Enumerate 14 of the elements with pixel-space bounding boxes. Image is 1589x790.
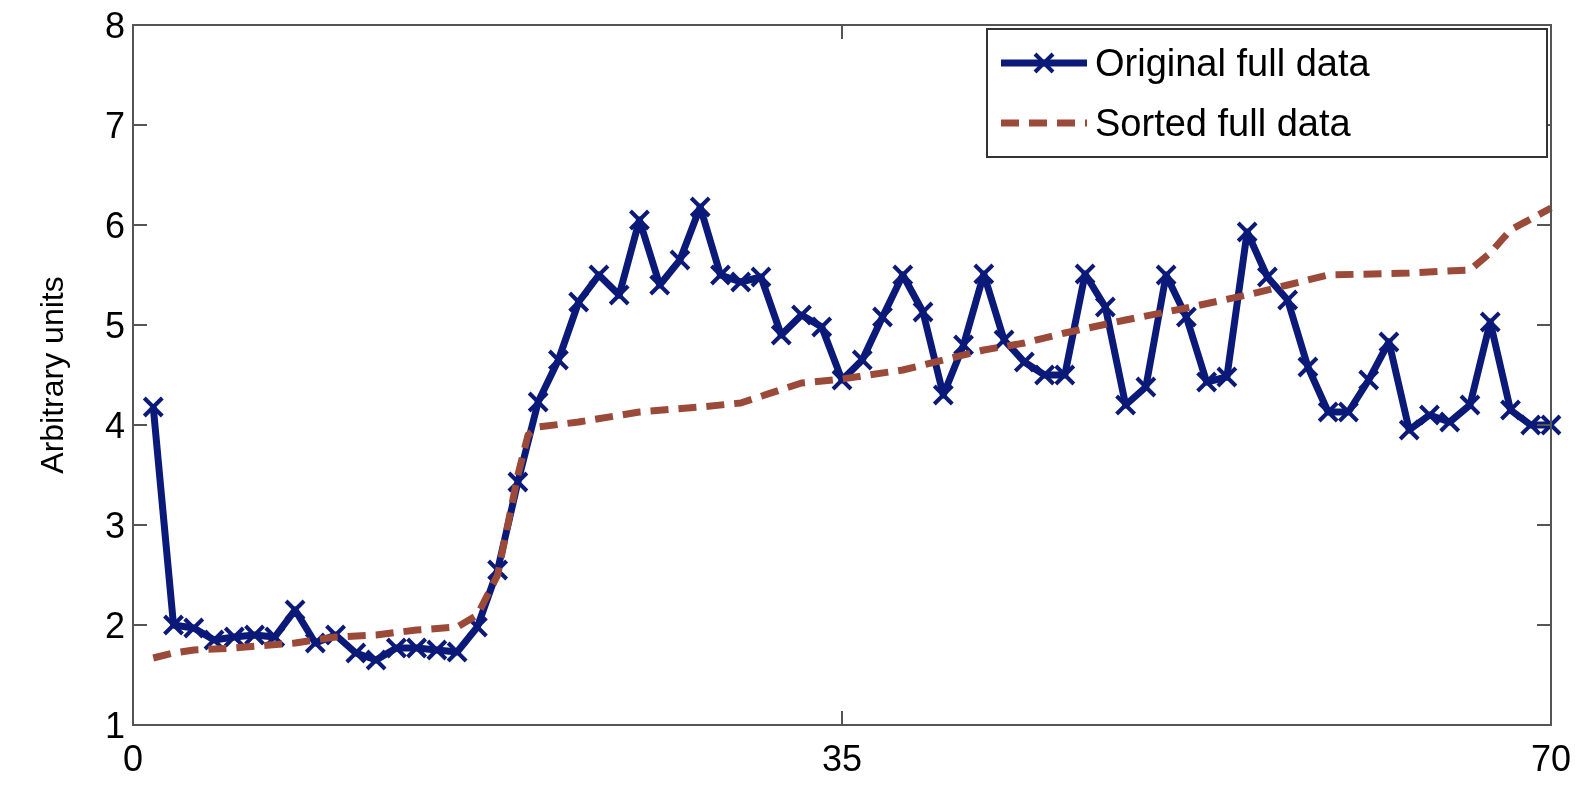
- y-tick-label: 8: [104, 4, 125, 46]
- y-tick-label: 7: [104, 104, 125, 146]
- y-axis-title: Arbitrary units: [34, 276, 70, 474]
- y-tick-label: 4: [104, 404, 125, 446]
- y-tick-label: 1: [104, 704, 125, 746]
- legend-label: Original full data: [1095, 42, 1371, 85]
- x-tick-label: 0: [122, 738, 144, 779]
- legend-label: Sorted full data: [1095, 102, 1352, 145]
- y-tick-label: 2: [104, 604, 125, 646]
- y-tick-label: 5: [104, 304, 125, 346]
- y-tick-label: 3: [104, 504, 125, 546]
- x-tick-label: 70: [1530, 738, 1572, 779]
- x-tick-label: 35: [821, 738, 863, 779]
- y-tick-label: 6: [104, 204, 125, 246]
